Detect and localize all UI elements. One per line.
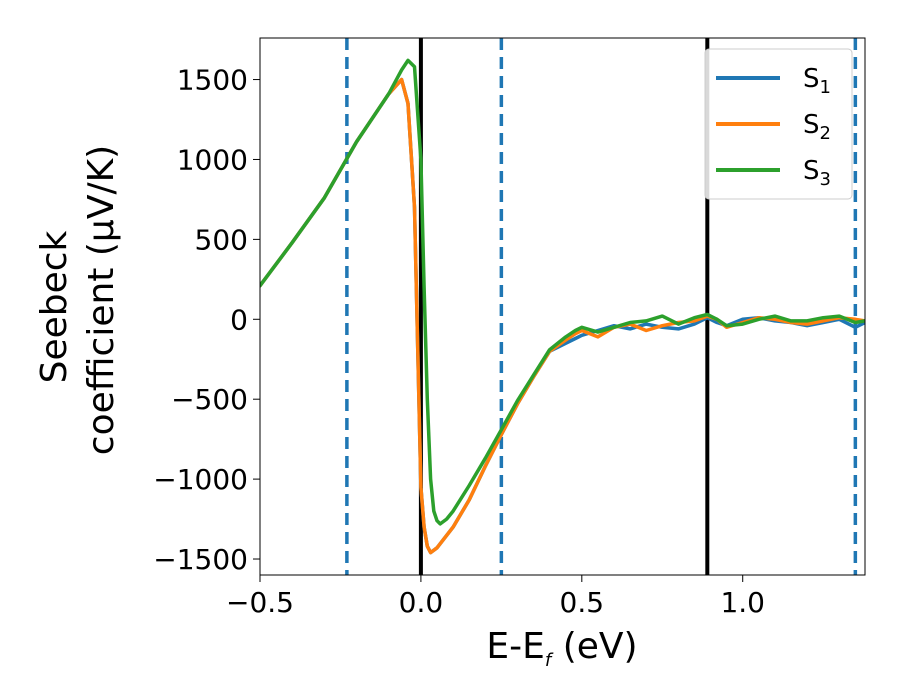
legend: S1 S2 S3 — [704, 48, 853, 200]
series-lines — [260, 58, 865, 555]
x-axis-label: E-Ef (eV) — [486, 626, 637, 671]
x-axis-ticks: −0.5 0.0 0.5 1.0 — [226, 575, 765, 619]
y-tick-label: 0 — [230, 303, 248, 336]
series-line-S3 — [260, 58, 865, 526]
legend-label-S2: S2 — [803, 110, 831, 144]
x-tick-label: 0.0 — [399, 586, 444, 619]
x-tick-label: 0.5 — [560, 586, 605, 619]
x-tick-label: −0.5 — [226, 586, 294, 619]
y-tick-label: −500 — [171, 383, 248, 416]
y-tick-label: −1000 — [153, 463, 248, 496]
legend-label-S1: S1 — [803, 64, 831, 98]
y-axis-label-line2: coefficient (μV/K) — [81, 145, 122, 455]
y-tick-label: 1000 — [177, 143, 248, 176]
y-tick-label: 1500 — [177, 64, 248, 97]
x-tick-label: 1.0 — [720, 586, 765, 619]
y-tick-label: 500 — [195, 223, 248, 256]
y-axis-label-line1: Seebeck — [34, 230, 75, 383]
plot-frame — [259, 37, 866, 576]
y-axis-ticks: −1500 −1000 −500 0 500 1000 1500 — [153, 64, 260, 576]
legend-label-S3: S3 — [803, 156, 831, 190]
y-tick-label: −1500 — [153, 543, 248, 576]
